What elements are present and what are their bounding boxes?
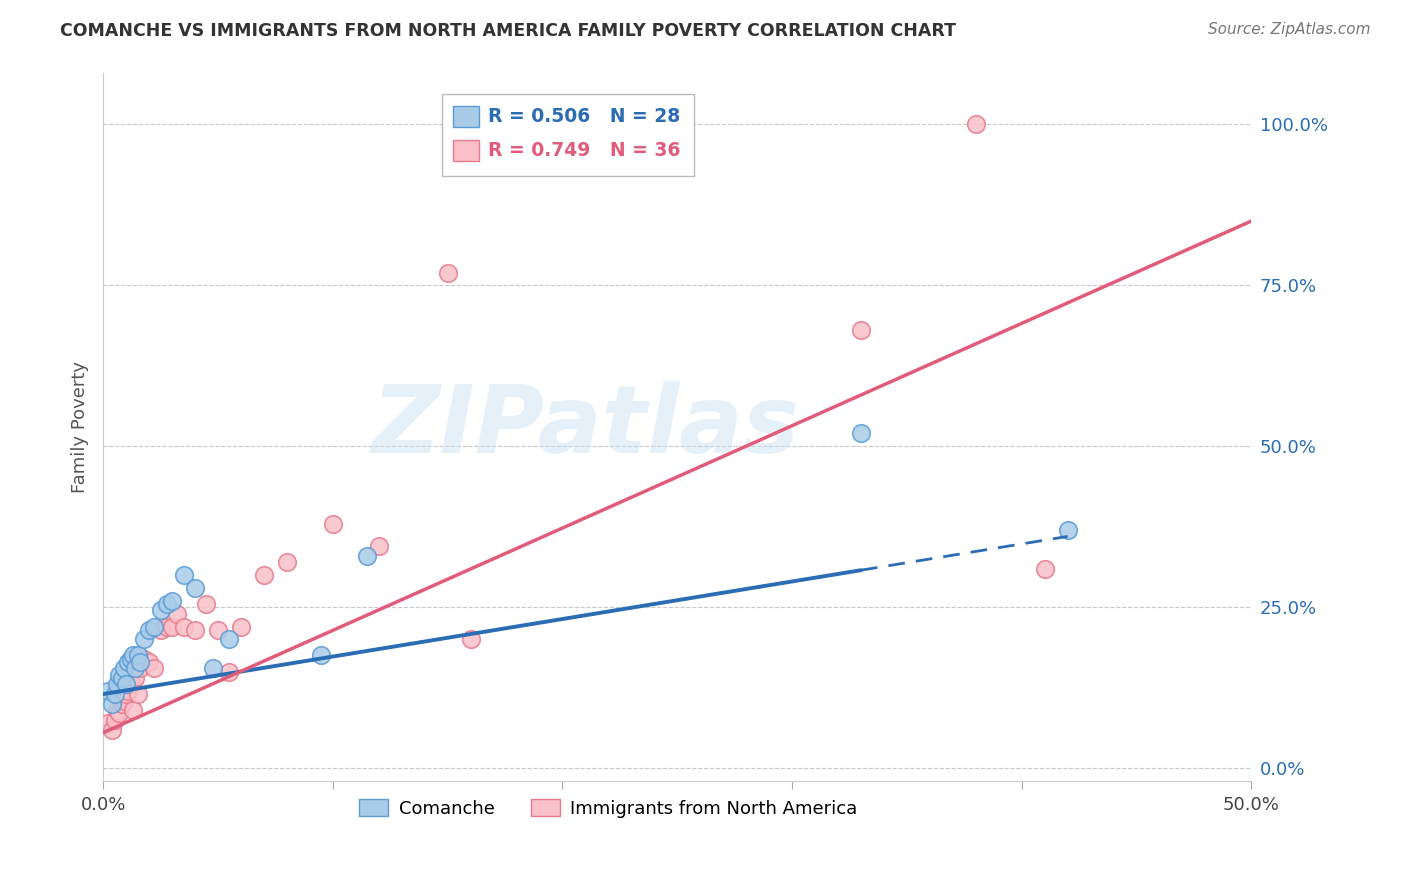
Point (101, 723, 124, 737)
Text: R = 0.749   N = 36: R = 0.749 N = 36 (488, 141, 681, 161)
Point (173, 568, 195, 582)
Point (322, 516, 344, 531)
Point (184, 623, 207, 637)
Text: COMANCHE VS IMMIGRANTS FROM NORTH AMERICA FAMILY POVERTY CORRELATION CHART: COMANCHE VS IMMIGRANTS FROM NORTH AMERIC… (60, 22, 956, 40)
Point (104, 713, 127, 727)
Point (142, 661, 165, 675)
Point (108, 667, 131, 681)
Point (110, 671, 132, 685)
Point (142, 619, 165, 633)
Point (138, 623, 160, 637)
Point (202, 661, 225, 675)
Point (97, 684, 120, 698)
Point (112, 661, 135, 675)
Point (218, 632, 240, 647)
Point (105, 703, 128, 717)
Point (1056, 523, 1078, 537)
Point (122, 648, 145, 663)
Point (849, 323, 872, 337)
Legend: Comanche, Immigrants from North America: Comanche, Immigrants from North America (352, 792, 865, 825)
Point (195, 597, 218, 611)
Point (149, 603, 172, 617)
Point (122, 703, 145, 717)
Y-axis label: Family Poverty: Family Poverty (72, 361, 89, 493)
Point (367, 539, 389, 553)
Point (128, 655, 150, 669)
Point (128, 661, 150, 675)
Point (173, 619, 195, 633)
Point (97, 716, 120, 731)
Point (120, 677, 142, 691)
Text: ZIPatlas: ZIPatlas (371, 381, 800, 473)
Point (117, 655, 139, 669)
Point (156, 597, 179, 611)
Point (127, 687, 149, 701)
Point (149, 623, 172, 637)
Point (156, 619, 179, 633)
Point (965, 118, 987, 132)
Bar (453, 140, 478, 161)
Text: Source: ZipAtlas.com: Source: ZipAtlas.com (1208, 22, 1371, 37)
Point (184, 581, 207, 595)
Point (218, 665, 240, 679)
Point (134, 651, 156, 665)
Bar (453, 106, 478, 128)
Point (160, 619, 183, 633)
Point (160, 594, 183, 608)
Point (229, 619, 252, 633)
Point (436, 266, 458, 280)
Point (117, 684, 139, 698)
Point (134, 632, 156, 647)
Point (124, 661, 146, 675)
Point (115, 677, 138, 691)
Point (105, 677, 128, 691)
Point (124, 671, 146, 685)
Point (253, 568, 276, 582)
Point (104, 687, 127, 701)
Point (166, 607, 188, 621)
FancyBboxPatch shape (441, 95, 695, 176)
Point (101, 697, 124, 711)
Text: R = 0.506   N = 28: R = 0.506 N = 28 (488, 107, 681, 127)
Point (112, 693, 135, 707)
Point (207, 623, 229, 637)
Point (138, 655, 160, 669)
Point (356, 549, 378, 563)
Point (110, 697, 132, 711)
Point (849, 426, 872, 441)
Point (115, 687, 138, 701)
Point (460, 632, 482, 647)
Point (1033, 561, 1056, 575)
Point (276, 555, 298, 569)
Point (108, 706, 131, 721)
Point (127, 648, 149, 663)
Point (311, 648, 333, 663)
Point (120, 651, 142, 665)
